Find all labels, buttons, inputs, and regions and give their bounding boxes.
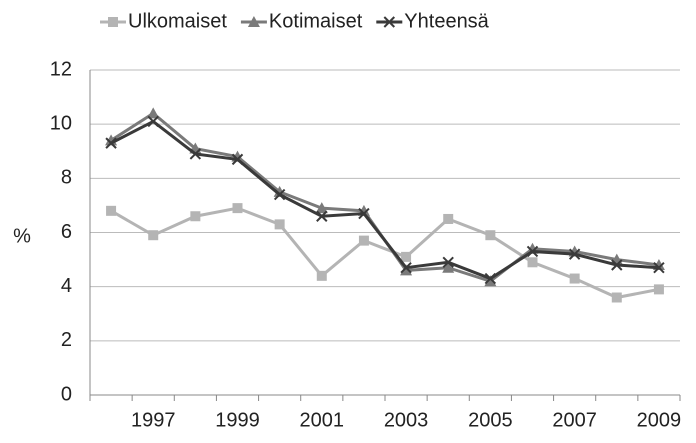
marker — [383, 16, 396, 28]
legend-label: Kotimaiset — [269, 10, 363, 32]
marker — [358, 207, 370, 220]
marker — [527, 257, 538, 268]
marker — [400, 262, 412, 274]
marker — [484, 272, 497, 285]
x-tick-label: 2007 — [552, 409, 597, 431]
marker — [106, 205, 117, 216]
marker — [147, 115, 159, 128]
marker — [105, 137, 117, 149]
x-tick-label: 1997 — [131, 409, 176, 431]
marker — [148, 230, 159, 241]
marker — [611, 259, 623, 271]
marker — [274, 219, 285, 230]
marker — [358, 235, 369, 246]
marker — [190, 211, 201, 222]
marker — [568, 248, 581, 260]
marker — [400, 264, 413, 276]
y-tick-label: 10 — [50, 112, 72, 134]
marker — [108, 17, 118, 27]
y-tick-label: 0 — [61, 383, 72, 405]
x-tick-label: 2003 — [384, 409, 429, 431]
y-tick-label: 4 — [61, 275, 72, 297]
x-tick-label: 2005 — [468, 409, 513, 431]
y-tick-label: 12 — [50, 58, 72, 80]
y-axis-label: % — [13, 225, 31, 247]
marker — [569, 273, 580, 284]
marker — [442, 261, 455, 273]
x-tick-label: 2009 — [637, 409, 682, 431]
marker — [485, 230, 496, 241]
marker — [147, 107, 160, 119]
marker — [273, 185, 286, 197]
marker — [443, 213, 454, 224]
series-line — [110, 119, 660, 281]
marker — [611, 292, 622, 303]
marker — [526, 245, 539, 258]
marker — [247, 16, 260, 27]
marker — [653, 262, 665, 274]
marker — [231, 153, 244, 166]
marker — [484, 275, 497, 287]
y-tick-label: 6 — [61, 221, 72, 243]
marker — [316, 270, 327, 281]
y-tick-label: 8 — [61, 167, 72, 189]
series-line — [110, 206, 660, 300]
marker — [442, 256, 454, 268]
marker — [232, 203, 243, 214]
x-tick-label: 1999 — [215, 409, 260, 431]
marker — [316, 210, 328, 222]
legend-label: Ulkomaiset — [128, 10, 227, 32]
legend-label: Yhteensä — [404, 10, 489, 32]
marker — [189, 148, 202, 160]
marker — [273, 188, 286, 201]
marker — [653, 284, 664, 295]
marker — [315, 202, 328, 214]
marker — [401, 251, 412, 262]
y-tick-label: 2 — [61, 329, 72, 351]
x-tick-label: 2001 — [300, 409, 345, 431]
